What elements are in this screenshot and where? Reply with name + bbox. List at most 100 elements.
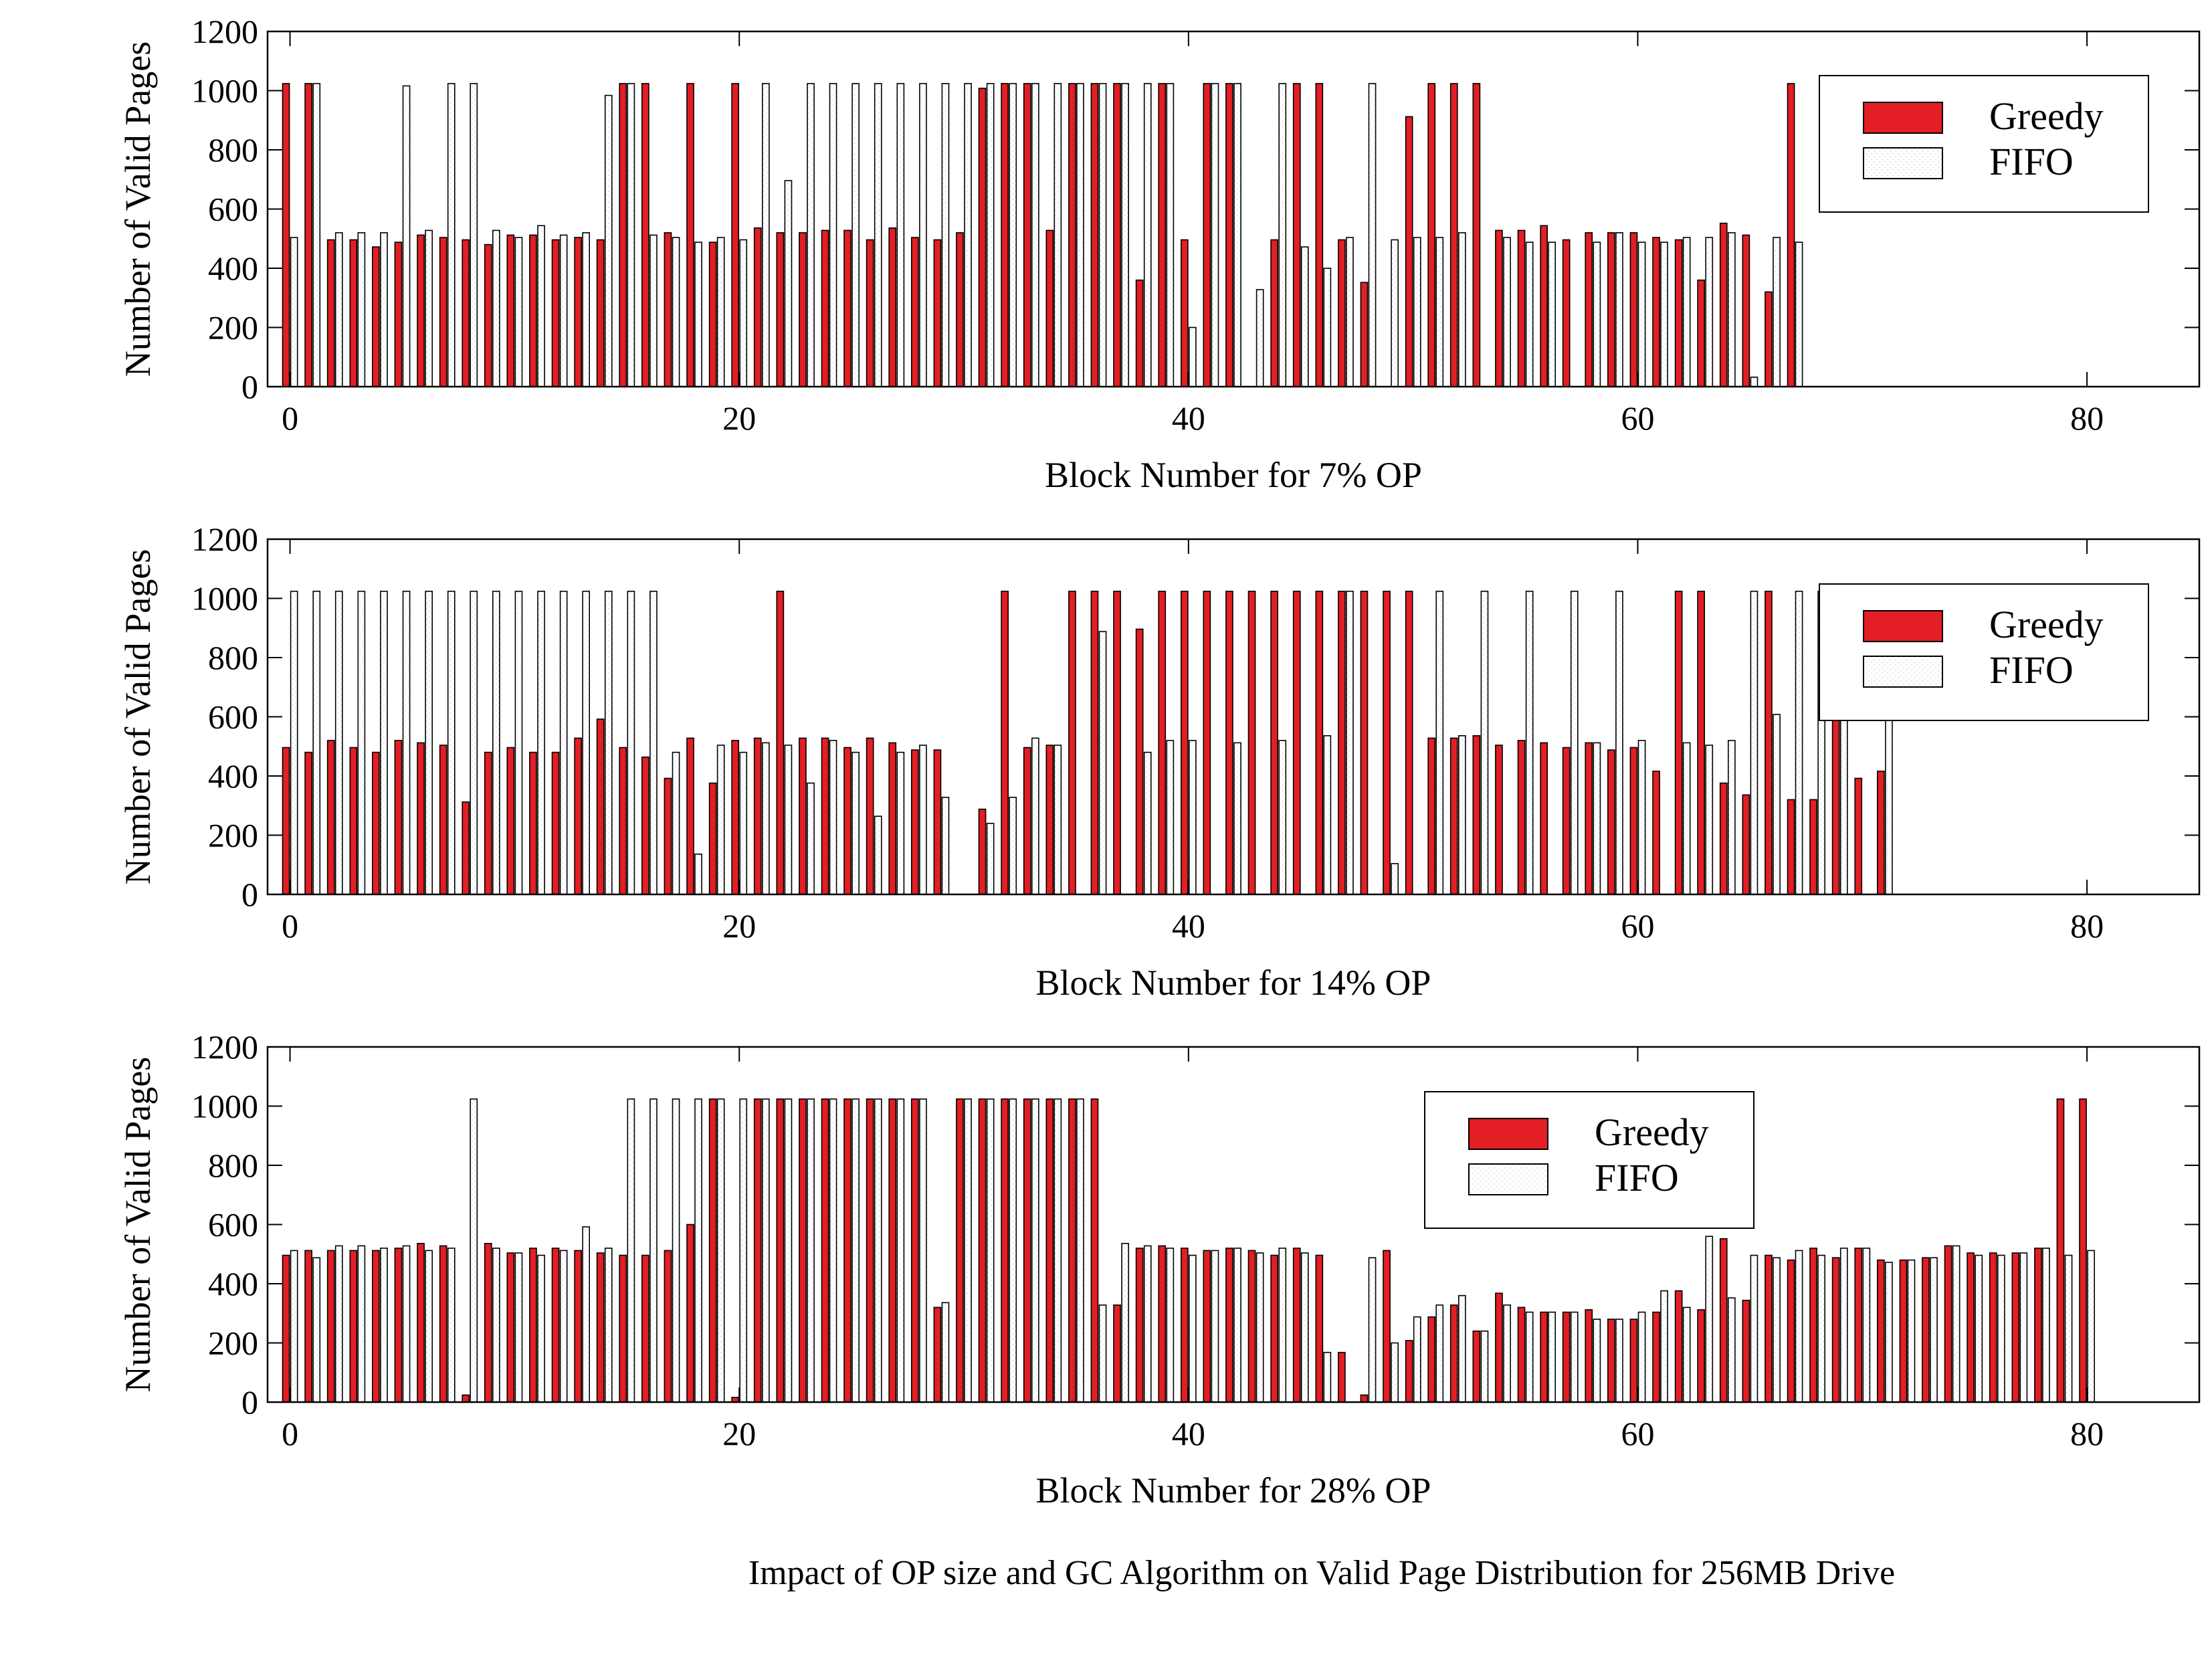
bar-greedy-31 (978, 1098, 987, 1403)
bar-fifo-46 (1323, 1351, 1332, 1403)
bar-greedy-47 (1338, 591, 1346, 895)
bar-fifo-62 (1682, 1306, 1691, 1403)
bar-greedy-41 (1203, 83, 1211, 387)
bar-greedy-79 (2056, 1098, 2065, 1403)
bar-fifo-44 (1278, 83, 1287, 387)
bar-greedy-12 (551, 1248, 560, 1403)
bar-fifo-23 (807, 782, 815, 895)
bar-greedy-43 (1247, 591, 1256, 895)
y-tick-label: 1200 (191, 520, 258, 558)
bar-fifo-50 (1413, 1316, 1421, 1403)
bar-greedy-21 (753, 227, 762, 387)
bar-fifo-35 (1076, 83, 1084, 387)
bar-fifo-58 (1593, 1319, 1601, 1403)
bar-fifo-6 (425, 591, 433, 895)
bar-greedy-14 (596, 1252, 605, 1403)
bar-fifo-62 (1682, 237, 1691, 387)
bar-greedy-28 (911, 237, 919, 387)
bar-fifo-33 (1031, 737, 1039, 895)
bar-fifo-6 (425, 1250, 433, 1403)
bar-greedy-41 (1203, 591, 1211, 895)
bar-greedy-58 (1585, 232, 1593, 387)
bar-greedy-53 (1472, 1331, 1481, 1403)
bar-fifo-10 (514, 591, 523, 895)
x-tick-label: 40 (1172, 1415, 1205, 1452)
bar-fifo-2 (334, 232, 343, 387)
bar-greedy-49 (1383, 1250, 1391, 1403)
bar-greedy-14 (596, 239, 605, 387)
legend-swatch-greedy (1863, 610, 1943, 642)
bar-fifo-57 (1570, 1311, 1579, 1403)
bar-fifo-41 (1211, 83, 1219, 387)
bar-greedy-7 (439, 237, 447, 387)
bar-greedy-15 (619, 1254, 627, 1403)
bar-greedy-61 (1652, 1311, 1660, 1403)
bar-greedy-45 (1292, 1248, 1301, 1403)
bar-fifo-48 (1368, 1257, 1377, 1403)
bar-greedy-18 (686, 1224, 694, 1403)
chart-panel-7pct-op: 0 200 400 600 800 1000 1200 0 20 40 60 80 Block Num… (118, 13, 2201, 495)
bar-fifo-62 (1682, 742, 1691, 895)
y-tick-label: 600 (208, 1206, 258, 1244)
bar-greedy-50 (1405, 1340, 1413, 1403)
bar-greedy-33 (1023, 83, 1031, 387)
bar-fifo-51 (1435, 591, 1444, 895)
bar-greedy-25 (843, 747, 851, 895)
x-tick-label: 40 (1172, 907, 1205, 945)
bar-fifo-5 (402, 1245, 411, 1403)
x-tick-label: 80 (2070, 907, 2104, 945)
bar-greedy-21 (753, 737, 762, 895)
bar-greedy-20 (731, 740, 739, 895)
bar-greedy-24 (821, 229, 829, 387)
bar-fifo-36 (1098, 631, 1107, 895)
bar-greedy-60 (1629, 1319, 1638, 1403)
bar-fifo-74 (1952, 1245, 1960, 1403)
bar-greedy-40 (1181, 239, 1189, 387)
bar-greedy-76 (1989, 1252, 1997, 1403)
bar-fifo-28 (919, 745, 927, 895)
bar-greedy-31 (978, 808, 987, 895)
bar-group (282, 1098, 2096, 1403)
bar-greedy-51 (1427, 1316, 1436, 1403)
bar-greedy-10 (506, 234, 515, 387)
legend-label-fifo: FIFO (1595, 1156, 1679, 1199)
y-axis-label: Number of Valid Pages (118, 549, 158, 884)
bar-fifo-63 (1705, 237, 1714, 387)
bar-greedy-30 (956, 232, 964, 387)
bar-greedy-28 (911, 1098, 919, 1403)
bar-greedy-65 (1742, 794, 1750, 895)
bar-greedy-4 (371, 1250, 380, 1403)
bar-greedy-34 (1045, 1098, 1054, 1403)
bar-greedy-29 (933, 1306, 942, 1403)
bar-greedy-45 (1292, 83, 1301, 387)
bar-greedy-40 (1181, 1248, 1189, 1403)
bar-greedy-39 (1158, 591, 1167, 895)
bar-fifo-38 (1143, 751, 1152, 895)
bar-fifo-7 (447, 1248, 456, 1403)
bar-fifo-47 (1346, 591, 1354, 895)
bar-fifo-60 (1637, 241, 1646, 387)
bar-fifo-32 (1009, 83, 1017, 387)
bar-fifo-33 (1031, 83, 1039, 387)
legend-label-fifo: FIFO (1989, 140, 2074, 183)
bar-greedy-16 (641, 756, 649, 895)
bar-greedy-11 (529, 1248, 537, 1403)
bar-greedy-39 (1158, 1245, 1167, 1403)
bar-greedy-69 (1831, 1257, 1840, 1403)
bar-fifo-67 (1795, 241, 1803, 387)
bar-greedy-39 (1158, 83, 1167, 387)
bar-greedy-19 (708, 1098, 717, 1403)
bar-fifo-76 (1997, 1254, 2005, 1403)
bar-fifo-13 (582, 1226, 590, 1403)
legend-label-greedy: Greedy (1989, 94, 2104, 138)
bar-fifo-18 (694, 854, 702, 895)
bar-fifo-15 (627, 591, 635, 895)
x-tick-label: 80 (2070, 1415, 2104, 1452)
y-tick-label: 400 (208, 250, 258, 287)
bar-fifo-20 (739, 1098, 748, 1403)
bar-fifo-63 (1705, 745, 1714, 895)
bar-greedy-52 (1449, 83, 1458, 387)
bar-fifo-43 (1255, 289, 1264, 387)
bar-fifo-55 (1525, 241, 1534, 387)
bar-fifo-8 (470, 591, 478, 895)
